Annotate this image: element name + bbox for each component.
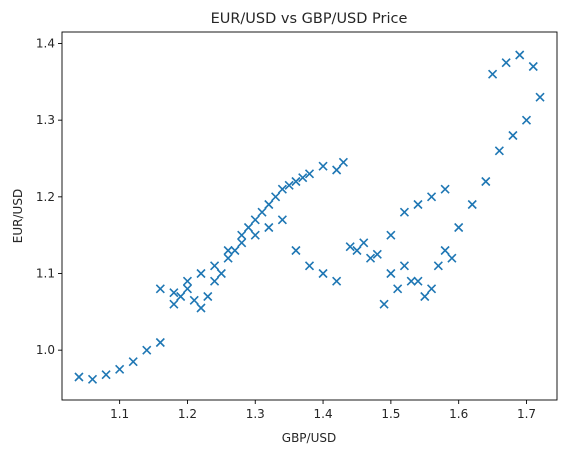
data-point [291,245,301,256]
data-point [271,192,281,202]
data-point [426,284,437,294]
chart-title: EUR/USD vs GBP/USD Price [211,11,408,27]
data-point [426,192,437,202]
data-point [508,130,518,141]
data-point [386,268,396,279]
data-point [182,276,193,286]
data-point [74,372,84,382]
data-point [230,245,240,256]
x-tick-label: 1.3 [246,407,265,421]
y-tick-label: 1.4 [36,37,55,51]
data-point [359,238,369,248]
data-point [176,291,186,302]
data-point [440,184,450,194]
data-point [169,288,179,298]
data-point [155,337,165,348]
data-point [393,284,403,294]
x-axis-label: GBP/USD [282,431,336,445]
data-point [291,176,301,187]
data-point [182,284,193,294]
data-point [406,276,416,286]
data-point [318,161,328,171]
data-point [203,291,213,302]
data-point [277,184,287,194]
data-point [488,69,498,79]
data-point [399,261,409,271]
data-point [379,299,389,309]
data-point [237,238,247,248]
data-point [535,92,545,102]
y-tick-label: 1.1 [36,267,55,281]
data-point [142,345,152,355]
x-tick-label: 1.4 [314,407,333,421]
data-point [501,58,511,68]
data-point [155,284,165,294]
data-point [101,370,111,380]
y-tick-label: 1.2 [36,190,55,204]
data-point [413,276,423,286]
data-point [304,261,315,271]
data-point [481,176,491,187]
data-point [440,245,450,256]
data-point [386,230,396,240]
x-tick-label: 1.6 [449,407,468,421]
data-point [420,291,430,302]
data-point [433,261,443,271]
data-point [372,249,382,259]
data-point [284,180,294,190]
data-point [332,165,342,175]
y-axis-ticks: 1.0 1.1 1.2 1.3 1.4 [36,37,62,357]
data-point [216,268,226,279]
y-axis-label: EUR/USD [11,189,25,243]
x-tick-label: 1.1 [110,407,129,421]
data-point [413,199,423,210]
data-point [338,157,348,167]
data-point [196,268,206,279]
data-point [494,146,504,156]
data-point [264,222,274,233]
data-point [250,215,260,225]
data-point [169,299,179,309]
data-point [115,364,125,374]
data-point [264,199,274,210]
data-point [87,374,98,384]
data-point [515,50,525,60]
y-tick-label: 1.0 [36,343,55,357]
data-point [257,207,267,217]
data-point [223,245,233,256]
x-tick-label: 1.7 [517,407,536,421]
data-point [250,230,260,240]
data-point [277,215,287,225]
data-point [345,242,355,252]
data-point [454,222,464,233]
data-point [189,295,199,305]
y-tick-label: 1.3 [36,113,55,127]
data-point [332,276,342,286]
data-point [243,222,254,233]
data-point [210,261,220,271]
x-tick-label: 1.5 [381,407,400,421]
data-point [352,245,362,256]
data-point [128,357,138,367]
data-point [528,61,538,72]
data-point [447,253,457,263]
data-points [74,50,545,384]
data-point [223,253,233,263]
data-point [521,115,532,125]
data-point [399,207,409,217]
data-point [365,253,376,263]
plot-frame [61,31,558,401]
data-point [210,276,220,286]
data-point [467,199,477,210]
data-point [196,303,206,313]
data-point [237,230,247,240]
x-axis-ticks: 1.1 1.2 1.3 1.4 1.5 1.6 1.7 [110,400,536,421]
data-point [318,268,328,279]
x-tick-label: 1.2 [178,407,197,421]
data-point [304,169,315,179]
data-point [298,173,308,183]
